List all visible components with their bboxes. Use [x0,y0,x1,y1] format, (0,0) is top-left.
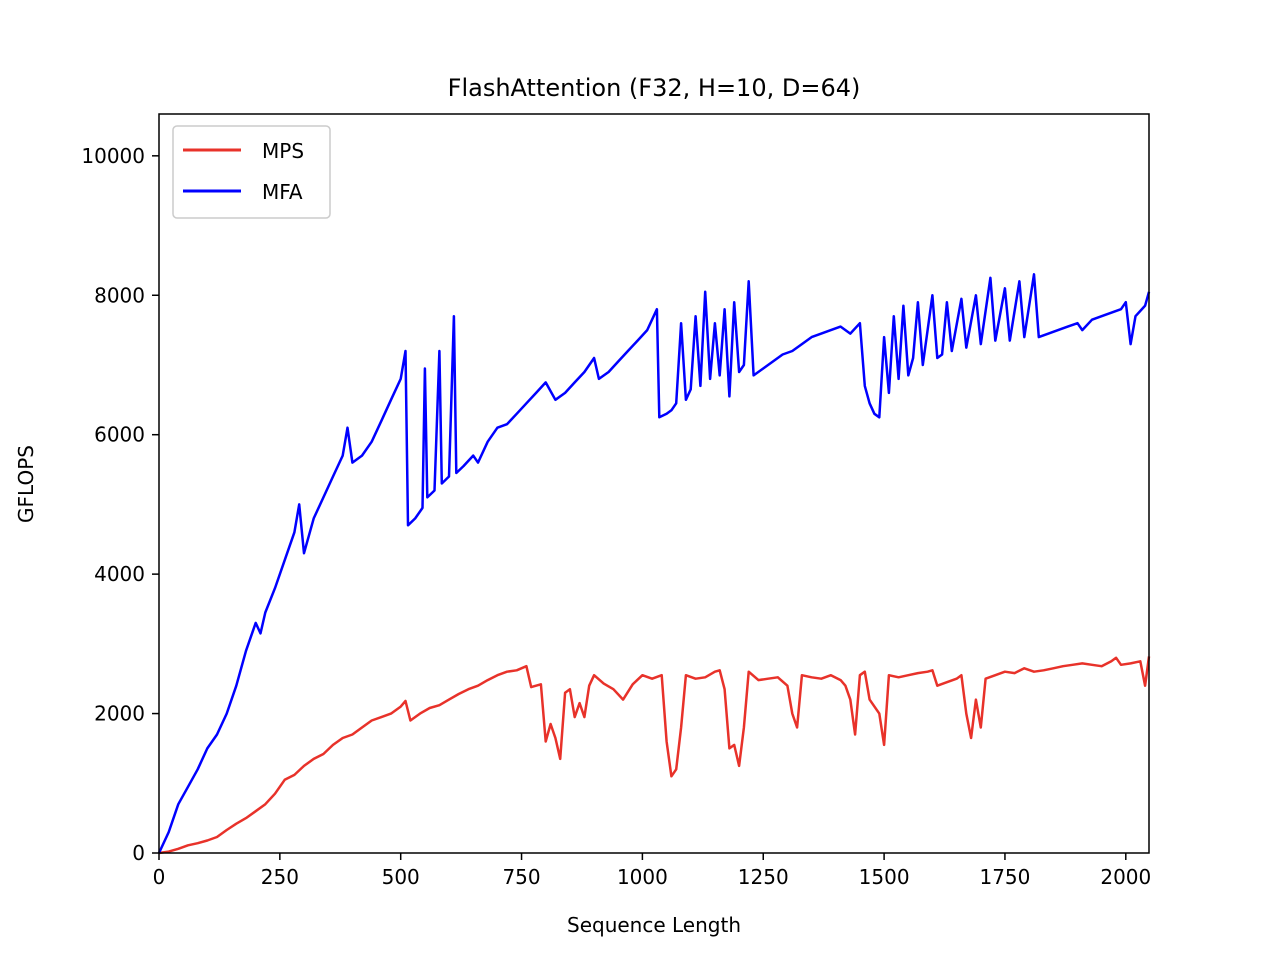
y-axis-ticks: 0 2000 4000 6000 8000 10000 [81,144,159,865]
x-tick-label: 750 [502,865,540,889]
y-tick-label: 0 [132,841,145,865]
x-axis-title: Sequence Length [567,913,741,937]
x-tick-label: 1750 [979,865,1030,889]
series-line-mps [158,656,1151,855]
y-tick-label: 2000 [94,702,145,726]
series-layer [157,273,1151,855]
y-tick-label: 6000 [94,423,145,447]
legend: MPS MFA [172,125,331,219]
y-tick-label: 4000 [94,562,145,586]
series-line-mfa [157,273,1151,854]
y-tick-label: 8000 [94,283,145,307]
y-axis-title: GFLOPS [14,445,38,523]
x-tick-label: 250 [261,865,299,889]
x-tick-label: 1500 [859,865,910,889]
legend-box [172,125,331,219]
legend-mfa-label: MFA [262,180,303,204]
x-tick-label: 1250 [738,865,789,889]
x-axis-ticks: 0 250 500 750 1000 1250 1500 1750 2000 [153,853,1151,889]
x-tick-label: 2000 [1100,865,1151,889]
plot-frame [158,113,1150,854]
x-tick-label: 500 [382,865,420,889]
x-tick-label: 1000 [617,865,668,889]
chart-title: FlashAttention (F32, H=10, D=64) [448,74,861,102]
legend-mps-label: MPS [262,139,304,163]
x-tick-label: 0 [153,865,166,889]
y-tick-label: 10000 [81,144,145,168]
